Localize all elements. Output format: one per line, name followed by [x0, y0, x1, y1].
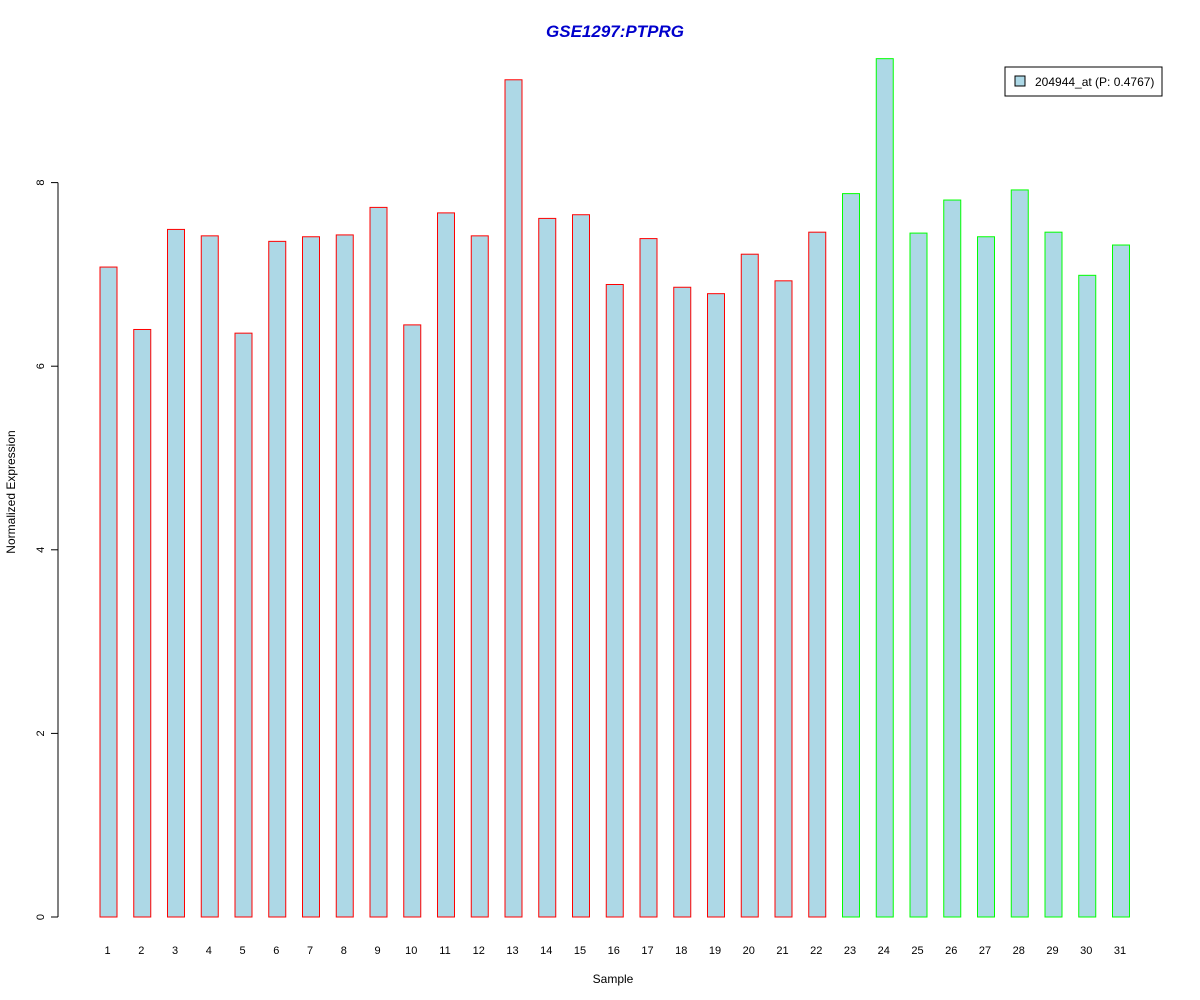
x-tick-label: 12	[473, 945, 485, 957]
x-tick-label: 23	[844, 945, 856, 957]
legend-entry-label: 204944_at (P: 0.4767)	[1035, 75, 1154, 89]
x-tick-label: 22	[810, 945, 822, 957]
x-tick-label: 2	[138, 945, 144, 957]
bar-sample-2	[133, 328, 152, 918]
x-tick-label: 9	[374, 945, 380, 957]
y-tick-label: 8	[35, 180, 47, 186]
x-tick-label: 31	[1114, 945, 1126, 957]
x-axis-label: Sample	[593, 972, 634, 986]
x-tick-label: 8	[341, 945, 347, 957]
x-tick-label: 18	[675, 945, 687, 957]
y-tick-label: 0	[35, 914, 47, 920]
bar-sample-1	[99, 266, 118, 918]
bar-sample-28	[1010, 189, 1029, 918]
bar-sample-23	[842, 193, 860, 918]
x-tick-label: 20	[743, 945, 755, 957]
x-tick-label: 21	[776, 945, 788, 957]
bar-sample-14	[538, 217, 557, 918]
bar-sample-10	[403, 324, 422, 918]
x-tick-label: 16	[608, 945, 620, 957]
bar-sample-24	[875, 58, 894, 918]
y-tick-label: 6	[35, 363, 47, 369]
bar-sample-3	[167, 228, 185, 918]
legend-swatch	[1014, 75, 1026, 87]
x-tick-label: 30	[1080, 945, 1092, 957]
y-tick-label: 2	[35, 730, 47, 736]
bar-sample-21	[774, 280, 793, 918]
bar-sample-25	[909, 232, 928, 918]
x-tick-label: 15	[574, 945, 586, 957]
bar-sample-29	[1044, 231, 1063, 918]
x-tick-label: 3	[172, 945, 178, 957]
x-tick-label: 13	[506, 945, 518, 957]
bar-sample-22	[808, 231, 827, 918]
bar-sample-17	[639, 238, 658, 918]
bar-sample-6	[268, 240, 287, 918]
x-tick-label: 1	[104, 945, 110, 957]
x-tick-label: 10	[405, 945, 417, 957]
x-tick-label: 25	[911, 945, 923, 957]
bar-sample-15	[572, 214, 590, 918]
y-tick-label: 4	[35, 547, 47, 553]
x-tick-labels: 1 2 3 4 5 6 7 8 9 10 11 12 13 14 15 16 17 18 19 20 21 22 23 24 2…	[104, 945, 1126, 957]
bar-sample-31	[1112, 244, 1130, 918]
x-tick-label: 6	[273, 945, 279, 957]
x-tick-label: 17	[641, 945, 653, 957]
bar-sample-27	[977, 236, 995, 918]
x-tick-label: 19	[709, 945, 721, 957]
bar-sample-16	[605, 283, 624, 918]
bar-sample-30	[1078, 274, 1097, 918]
bar-sample-9	[369, 206, 388, 918]
y-axis-label: Normalized Expression	[4, 430, 18, 553]
bar-sample-5	[234, 332, 253, 918]
bar-sample-26	[943, 199, 962, 918]
bar-sample-13	[504, 79, 523, 918]
x-tick-label: 5	[239, 945, 245, 957]
bar-sample-8	[335, 234, 354, 918]
x-tick-label: 7	[307, 945, 313, 957]
x-tick-label: 29	[1046, 945, 1058, 957]
chart-title: GSE1297:PTPRG	[546, 22, 684, 41]
bar-sample-11	[437, 212, 455, 918]
x-tick-label: 11	[439, 945, 450, 957]
legend-box	[1004, 66, 1163, 97]
bar-sample-20	[740, 253, 759, 918]
x-tick-label: 28	[1013, 945, 1025, 957]
bar-sample-4	[200, 235, 219, 918]
bar-sample-7	[302, 236, 320, 918]
x-tick-label: 4	[206, 945, 212, 957]
bar-sample-18	[673, 286, 692, 918]
x-tick-label: 26	[945, 945, 957, 957]
x-tick-label: 24	[878, 945, 890, 957]
bars-group	[99, 58, 1130, 918]
x-tick-label: 14	[540, 945, 552, 957]
bar-sample-12	[470, 235, 489, 918]
legend: 204944_at (P: 0.4767)	[1004, 66, 1163, 97]
bar-sample-19	[707, 293, 725, 918]
y-axis: 0 2 4 6 8	[35, 180, 59, 920]
x-tick-label: 27	[979, 945, 991, 957]
